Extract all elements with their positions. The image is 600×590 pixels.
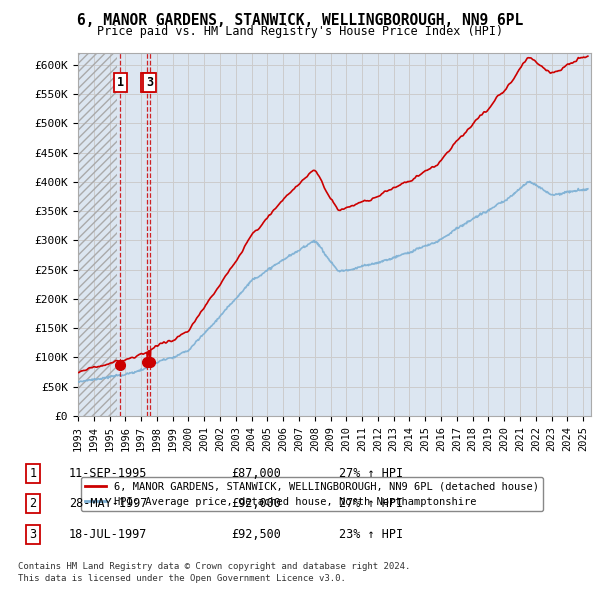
Text: 11-SEP-1995: 11-SEP-1995 (69, 467, 148, 480)
Text: 27% ↑ HPI: 27% ↑ HPI (339, 497, 403, 510)
Text: 6, MANOR GARDENS, STANWICK, WELLINGBOROUGH, NN9 6PL: 6, MANOR GARDENS, STANWICK, WELLINGBOROU… (77, 13, 523, 28)
Text: This data is licensed under the Open Government Licence v3.0.: This data is licensed under the Open Gov… (18, 574, 346, 583)
Text: £92,000: £92,000 (231, 497, 281, 510)
Text: 18-JUL-1997: 18-JUL-1997 (69, 528, 148, 541)
Text: 1: 1 (117, 76, 124, 89)
Text: 28-MAY-1997: 28-MAY-1997 (69, 497, 148, 510)
Legend: 6, MANOR GARDENS, STANWICK, WELLINGBOROUGH, NN9 6PL (detached house), HPI: Avera: 6, MANOR GARDENS, STANWICK, WELLINGBOROU… (80, 477, 543, 511)
Text: 3: 3 (29, 528, 37, 541)
Text: £87,000: £87,000 (231, 467, 281, 480)
Text: 3: 3 (146, 76, 154, 89)
Text: £92,500: £92,500 (231, 528, 281, 541)
Text: Contains HM Land Registry data © Crown copyright and database right 2024.: Contains HM Land Registry data © Crown c… (18, 562, 410, 571)
Text: 23% ↑ HPI: 23% ↑ HPI (339, 528, 403, 541)
Text: 2: 2 (144, 76, 151, 89)
Text: 1: 1 (29, 467, 37, 480)
Text: 27% ↑ HPI: 27% ↑ HPI (339, 467, 403, 480)
Text: 2: 2 (29, 497, 37, 510)
Text: Price paid vs. HM Land Registry's House Price Index (HPI): Price paid vs. HM Land Registry's House … (97, 25, 503, 38)
